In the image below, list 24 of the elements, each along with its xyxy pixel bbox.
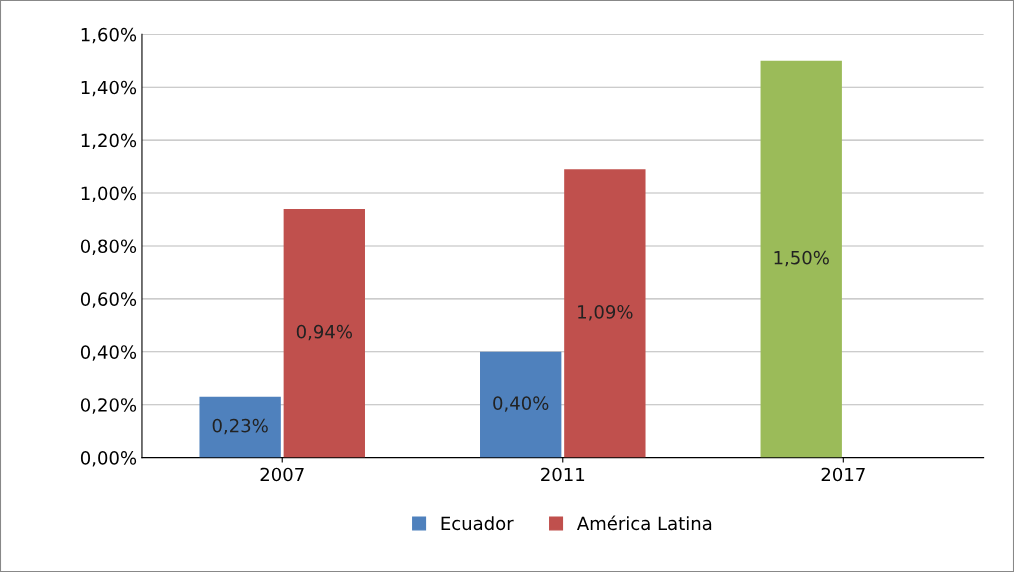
bar bbox=[564, 169, 646, 458]
bar bbox=[480, 351, 562, 458]
data-label: 0,94% bbox=[296, 324, 352, 341]
y-tick-label: 1,40% bbox=[81, 80, 137, 97]
data-label: 0,40% bbox=[493, 396, 549, 412]
x-tick-label: 2011 bbox=[541, 467, 585, 482]
x-tick-label: 2007 bbox=[260, 467, 304, 482]
data-label: 0,23% bbox=[212, 418, 268, 435]
y-tick-label: 1,00% bbox=[81, 186, 137, 203]
bar bbox=[199, 396, 281, 458]
x-tick-label: 2017 bbox=[821, 467, 865, 482]
y-tick-label: 1,20% bbox=[81, 133, 137, 150]
data-label: 1,50% bbox=[774, 250, 829, 267]
bar bbox=[760, 60, 842, 458]
y-tick-label: 1,60% bbox=[81, 27, 137, 44]
y-tick-label: 0,60% bbox=[80, 292, 137, 308]
y-tick-label: 0,00% bbox=[80, 451, 137, 467]
bar bbox=[283, 208, 365, 458]
y-tick-label: 0,80% bbox=[80, 239, 137, 255]
y-tick-label: 0,20% bbox=[80, 398, 137, 414]
legend-label: Ecuador bbox=[441, 516, 514, 531]
legend-label: América Latina bbox=[576, 515, 712, 531]
y-tick-label: 0,40% bbox=[80, 345, 137, 361]
data-label: 1,09% bbox=[578, 305, 633, 321]
